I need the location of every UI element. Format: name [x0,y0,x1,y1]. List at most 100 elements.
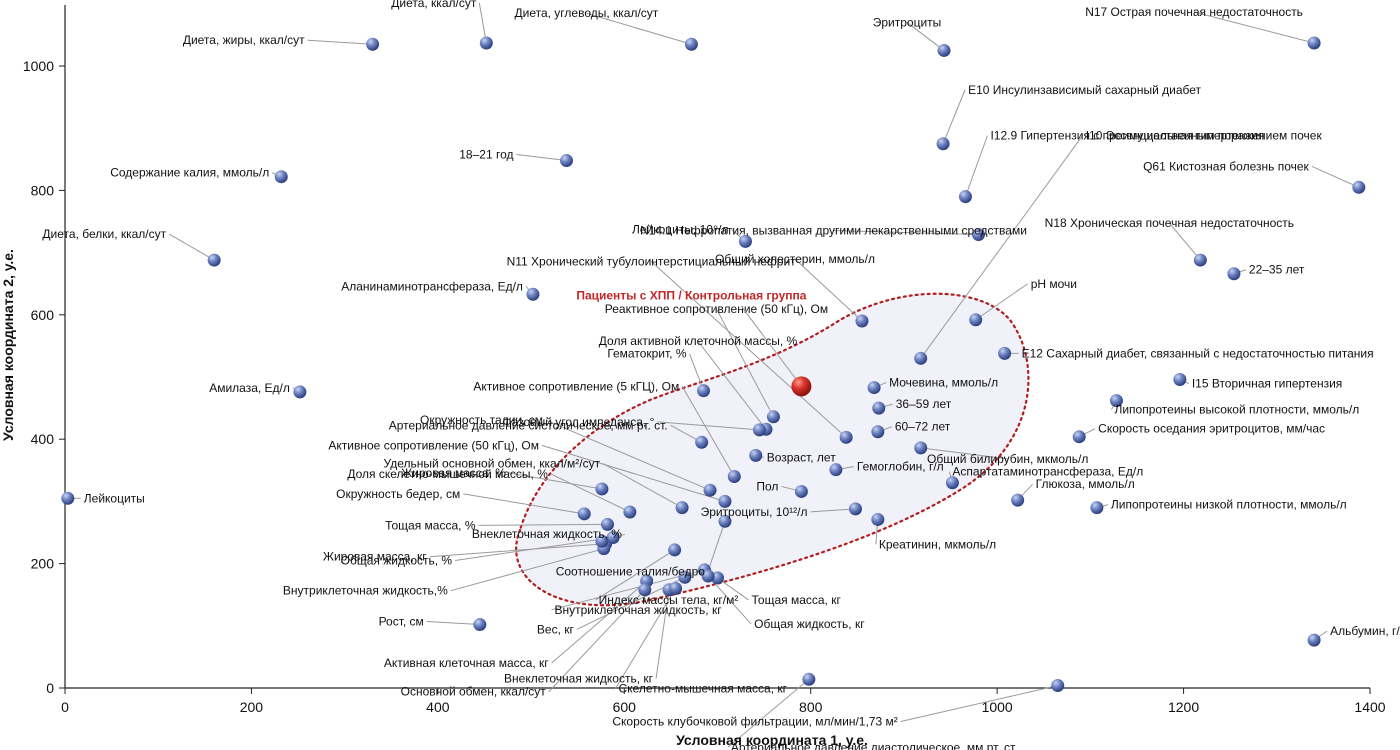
point-label: Аланинаминотрансфераза, Ед/л [341,279,523,293]
data-point [366,37,380,51]
data-point [738,234,752,248]
data-point [937,43,951,57]
data-point [829,463,843,477]
point-label: Внутриклеточная жидкость, кг [554,603,722,617]
data-point [595,534,609,548]
leader-line [307,39,373,45]
data-point [1227,267,1241,281]
point-label: N18 Хроническая почечная недостаточность [1045,216,1294,230]
data-point [1090,501,1104,515]
data-point [969,313,983,327]
point-label: Доля скелетно-мышечной массы, % [347,467,548,481]
y-tick-label: 800 [31,182,55,198]
point-label: Тощая масса, % [385,518,476,532]
data-point [794,484,808,498]
point-label: Общий холестерин, ммоль/л [715,252,875,266]
x-tick-label: 800 [799,699,823,715]
data-point [766,410,780,424]
axes [64,5,1370,689]
data-point [718,494,732,508]
data-point [697,384,711,398]
data-point [871,425,885,439]
point-label: Активное сопротивление (50 кГц), Ом [328,438,539,452]
data-point [718,514,732,528]
point-label: Диета, белки, ккал/сут [42,227,166,241]
point-label: Тощая масса, кг [752,593,842,607]
data-point [684,37,698,51]
data-point [701,569,715,583]
point-label: Активное сопротивление (5 кГЦ), Ом [473,380,679,394]
point-label: Основной обмен, ккал/сут [401,685,547,699]
point-label: Липопротеины низкой плотности, ммоль/л [1111,498,1347,512]
point-label: Общая жидкость, кг [754,617,865,631]
x-tick-label: 1400 [1354,699,1385,715]
point-label: Пол [756,479,778,493]
data-point [958,190,972,204]
point-label: Q61 Кистозная болезнь почек [1143,159,1309,173]
leader-line [550,473,631,513]
point-label: Содержание калия, ммоль/л [110,166,269,180]
point-label: N11 Хронический тубулоинтерстициальный н… [507,254,797,268]
data-point [595,482,609,496]
leader-line [833,230,979,236]
y-tick-label: 0 [46,680,54,696]
data-point [695,435,709,449]
point-label: Внеклеточная жидкость, кг [504,672,654,686]
highlight-label: Пациенты с ХПП / Контрольная группа [576,288,806,302]
point-label: Артериальное давление диастолическое, мм… [731,740,1018,750]
data-point [752,423,766,437]
leader-line [810,508,856,513]
data-point [526,287,540,301]
data-points [61,36,1366,693]
point-label: Реактивное сопротивление (50 кГц), Ом [605,302,828,316]
x-tick-label: 0 [61,699,69,715]
highlight-point [791,376,812,397]
leader-line [1311,165,1360,188]
data-point [577,507,591,521]
y-tick-label: 200 [31,556,55,572]
data-point [1307,36,1321,50]
point-label: Фазовый угол импеданса, ° [503,415,655,429]
point-label: Соотношение талия/бедро [556,564,706,578]
point-label: Скелетно-мышечная масса, кг [619,681,788,695]
y-axis-title: Условная координата 2, у.е. [0,249,16,441]
leader-line [689,353,704,391]
data-point [998,346,1012,360]
point-label: Диета, углеводы, ккал/сут [514,6,658,20]
data-point [559,154,573,168]
point-label: N14.1 Нефропатия, вызванная другими лека… [640,224,1027,238]
highlight-group: Пациенты с ХПП / Контрольная группа [576,288,812,397]
leader-line [429,543,606,558]
data-point [1193,253,1207,267]
leader-line [478,523,608,526]
x-tick-label: 1000 [982,699,1013,715]
leader-line [964,135,988,197]
x-tick-label: 1200 [1168,699,1199,715]
point-label: Гемоглобин, г/л [857,460,944,474]
leader-line [707,521,726,572]
point-label: Альбумин, г/л [1330,624,1400,638]
data-point [1352,180,1366,194]
leader-line [168,233,215,261]
data-point [1011,493,1025,507]
y-tick-label: 400 [31,431,55,447]
point-label: I15 Вторичная гипертензия [1192,376,1342,390]
point-label: Индекс массы тела, кг/м² [599,593,739,607]
leader-line [727,678,810,748]
leader-line [615,588,676,689]
data-point [802,672,816,686]
data-point [61,491,75,505]
leader-line [586,12,692,45]
point-label: Рост, см [379,615,424,629]
point-label: Диета, ккал/сут [391,0,477,10]
point-label: Общий билирубин, мкмоль/л [927,452,1088,466]
leader-line [450,548,604,592]
point-label: Окружность талии, см [420,413,543,427]
leader-line [551,580,647,664]
leader-line [975,283,1028,321]
leader-line [650,260,847,438]
data-point [638,583,652,597]
y-tick-label: 1000 [23,58,54,74]
point-labels: Диета, ккал/сут Диета, жиры, ккал/сут Диет… [42,0,1400,750]
point-label: 60–72 лет [895,420,951,434]
